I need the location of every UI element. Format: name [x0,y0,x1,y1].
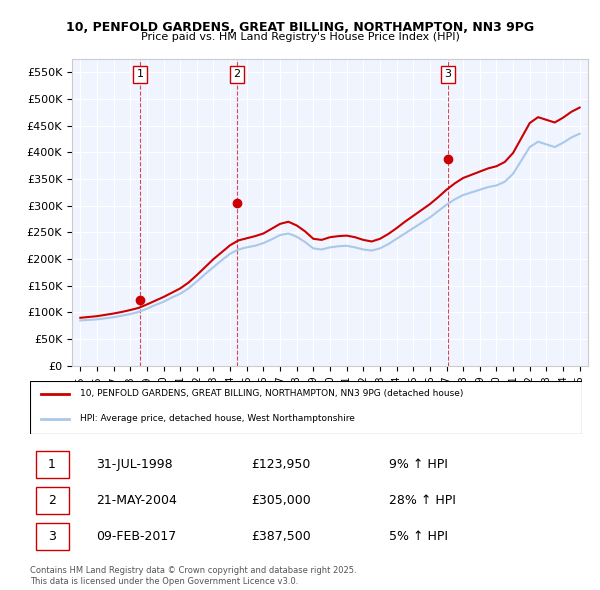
Text: 9% ↑ HPI: 9% ↑ HPI [389,458,448,471]
Text: 09-FEB-2017: 09-FEB-2017 [96,530,176,543]
Text: 5% ↑ HPI: 5% ↑ HPI [389,530,448,543]
Text: 1: 1 [136,70,143,79]
Text: £387,500: £387,500 [251,530,311,543]
Text: 21-MAY-2004: 21-MAY-2004 [96,494,177,507]
Text: Price paid vs. HM Land Registry's House Price Index (HPI): Price paid vs. HM Land Registry's House … [140,32,460,42]
Text: £305,000: £305,000 [251,494,311,507]
Text: 3: 3 [445,70,452,79]
FancyBboxPatch shape [35,487,68,514]
Text: 10, PENFOLD GARDENS, GREAT BILLING, NORTHAMPTON, NN3 9PG (detached house): 10, PENFOLD GARDENS, GREAT BILLING, NORT… [80,389,463,398]
Text: 28% ↑ HPI: 28% ↑ HPI [389,494,455,507]
FancyBboxPatch shape [30,381,582,434]
FancyBboxPatch shape [35,523,68,550]
Text: 2: 2 [48,494,56,507]
Text: £123,950: £123,950 [251,458,310,471]
Text: HPI: Average price, detached house, West Northamptonshire: HPI: Average price, detached house, West… [80,414,355,423]
FancyBboxPatch shape [35,451,68,478]
Text: 3: 3 [48,530,56,543]
Text: 1: 1 [48,458,56,471]
Text: 31-JUL-1998: 31-JUL-1998 [96,458,173,471]
Text: 10, PENFOLD GARDENS, GREAT BILLING, NORTHAMPTON, NN3 9PG: 10, PENFOLD GARDENS, GREAT BILLING, NORT… [66,21,534,34]
Text: 2: 2 [233,70,240,79]
Text: Contains HM Land Registry data © Crown copyright and database right 2025.
This d: Contains HM Land Registry data © Crown c… [30,566,356,586]
